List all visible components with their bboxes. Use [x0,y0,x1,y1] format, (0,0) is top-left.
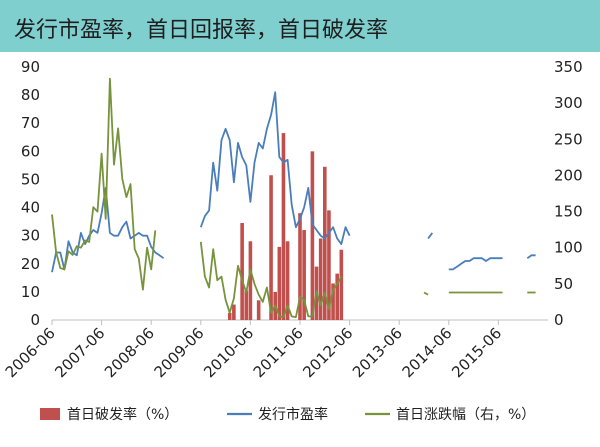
break-rate-bar [232,304,236,320]
x-tick-label: 2014-06 [399,324,456,381]
break-rate-bar [256,300,261,320]
right-y-tick-label: 350 [554,58,583,76]
ipo-pe-line [448,257,503,271]
axes: 0 10 20 30 40 50 60 70 80 90 0 50 100 150 200 250 300 350… [2,58,583,381]
ipo-pe-line [51,186,165,273]
break-rate-bar [335,273,339,320]
break-rate-bar [318,238,323,320]
x-tick-label: 2013-06 [349,324,406,381]
x-tick-label: 2011-06 [250,324,307,381]
lines [51,77,536,319]
x-tick-label: 2015-06 [448,324,505,381]
break-rate-bar [310,151,315,320]
left-y-tick-label: 50 [21,170,40,188]
left-y-tick-label: 60 [21,142,40,160]
right-y-tick-label: 200 [554,166,583,184]
break-rate-bar [331,283,335,320]
left-y-tick-label: 70 [21,114,40,132]
break-rate-bar [244,290,249,320]
x-tick-label: 2009-06 [151,324,208,381]
left-y-tick-label: 0 [30,311,40,329]
left-y-tick-label: 40 [21,199,40,217]
x-tick-label: 2012-06 [299,324,356,381]
break-rate-bar [302,230,306,320]
break-rate-bar [240,223,244,320]
ipo-pe-line [199,91,351,246]
title-banner: 发行市盈率，首日回报率，首日破发率 [0,0,600,52]
x-tick-label: 2008-06 [101,324,158,381]
first-day-return-line [51,77,157,291]
legend-label-pe: 发行市盈率 [258,406,328,423]
left-y-tick-label: 80 [21,86,40,104]
left-y-tick-label: 20 [21,255,40,273]
break-rate-bar [285,241,290,320]
right-y-tick-label: 100 [554,239,583,257]
left-y-tick-label: 30 [21,227,40,245]
first-day-return-line [423,291,429,296]
legend-label-return: 首日涨跌幅（右，%） [396,407,535,423]
right-y-tick-label: 150 [554,203,583,221]
break-rate-bar [339,249,344,320]
right-y-tick-label: 0 [554,311,564,329]
x-tick-label: 2007-06 [51,324,108,381]
first-day-return-line [199,241,343,319]
break-rate-bar [323,166,327,320]
chart-title: 发行市盈率，首日回报率，首日破发率 [14,18,389,43]
left-y-tick-label: 10 [21,283,40,301]
break-rate-bar [327,210,331,320]
break-rate-bar [298,213,302,320]
legend-label-break-rate: 首日破发率（%） [67,406,178,423]
break-rate-bar [227,312,232,320]
right-y-tick-label: 300 [554,94,583,112]
ipo-pe-line [526,254,536,259]
ipo-pe-line [427,232,434,240]
break-rate-bar [248,241,253,320]
right-y-tick-label: 50 [554,275,573,293]
x-tick-label: 2006-06 [2,324,59,381]
x-tick-label: 2010-06 [200,324,257,381]
break-rate-bar [269,175,273,320]
left-y-tick-label: 90 [21,58,40,76]
legend: 首日破发率（%） 发行市盈率 首日涨跌幅（右，%） [40,406,535,423]
right-y-tick-label: 250 [554,130,583,148]
break-rate-bar [281,133,286,320]
break-rate-bar [277,246,282,320]
legend-swatch-break-rate [40,408,60,420]
